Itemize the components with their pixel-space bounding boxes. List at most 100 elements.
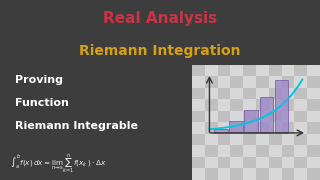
Bar bbox=[269, 122, 282, 134]
Bar bbox=[243, 134, 256, 145]
Bar bbox=[218, 65, 230, 76]
Bar bbox=[218, 157, 230, 168]
Bar bbox=[256, 168, 269, 180]
Bar bbox=[256, 157, 269, 168]
Bar bbox=[269, 76, 282, 88]
Bar bbox=[205, 111, 218, 122]
Bar bbox=[307, 76, 320, 88]
Bar bbox=[244, 111, 258, 133]
Bar bbox=[214, 129, 228, 133]
Bar bbox=[256, 111, 269, 122]
Text: Riemann Integrable: Riemann Integrable bbox=[15, 121, 138, 131]
Bar bbox=[218, 99, 230, 111]
Bar bbox=[282, 65, 294, 76]
Bar bbox=[282, 145, 294, 157]
Bar bbox=[218, 134, 230, 145]
Bar bbox=[205, 65, 218, 76]
Bar bbox=[230, 168, 243, 180]
Bar bbox=[282, 168, 294, 180]
Bar bbox=[256, 122, 269, 134]
Bar bbox=[205, 122, 218, 134]
Bar bbox=[218, 122, 230, 134]
Bar bbox=[307, 122, 320, 134]
Bar bbox=[294, 65, 307, 76]
Bar bbox=[192, 145, 205, 157]
Bar bbox=[205, 168, 218, 180]
Bar bbox=[192, 65, 205, 76]
Text: Proving: Proving bbox=[15, 75, 63, 85]
Bar bbox=[307, 157, 320, 168]
Bar bbox=[256, 88, 269, 99]
Bar bbox=[269, 157, 282, 168]
Bar bbox=[218, 88, 230, 99]
Bar bbox=[205, 76, 218, 88]
Bar bbox=[230, 111, 243, 122]
Bar bbox=[205, 145, 218, 157]
Bar bbox=[230, 134, 243, 145]
Bar bbox=[205, 88, 218, 99]
Bar bbox=[307, 111, 320, 122]
Bar bbox=[205, 134, 218, 145]
Bar bbox=[205, 99, 218, 111]
Bar bbox=[256, 99, 269, 111]
Bar bbox=[243, 88, 256, 99]
Bar bbox=[218, 111, 230, 122]
Bar bbox=[192, 111, 205, 122]
Bar bbox=[230, 145, 243, 157]
Bar bbox=[282, 76, 294, 88]
Bar bbox=[243, 157, 256, 168]
Bar bbox=[218, 145, 230, 157]
Bar bbox=[256, 76, 269, 88]
Bar bbox=[294, 88, 307, 99]
Bar bbox=[275, 80, 288, 133]
Bar bbox=[243, 65, 256, 76]
Bar bbox=[294, 168, 307, 180]
Bar bbox=[230, 99, 243, 111]
Bar bbox=[282, 99, 294, 111]
Bar bbox=[256, 145, 269, 157]
Bar bbox=[243, 122, 256, 134]
Bar bbox=[307, 168, 320, 180]
Bar bbox=[307, 65, 320, 76]
Bar bbox=[230, 76, 243, 88]
Bar bbox=[192, 134, 205, 145]
Text: Riemann Integration: Riemann Integration bbox=[79, 44, 241, 58]
Bar bbox=[307, 99, 320, 111]
Bar bbox=[269, 145, 282, 157]
Bar bbox=[243, 145, 256, 157]
Bar bbox=[229, 121, 243, 133]
Bar bbox=[192, 76, 205, 88]
Bar bbox=[218, 76, 230, 88]
Bar bbox=[294, 134, 307, 145]
Bar bbox=[282, 111, 294, 122]
Bar bbox=[192, 122, 205, 134]
Bar bbox=[230, 157, 243, 168]
Bar bbox=[282, 134, 294, 145]
Bar bbox=[307, 134, 320, 145]
Bar bbox=[294, 122, 307, 134]
Bar bbox=[230, 88, 243, 99]
Text: Real Analysis: Real Analysis bbox=[103, 11, 217, 26]
Bar bbox=[269, 111, 282, 122]
Bar bbox=[256, 134, 269, 145]
Bar bbox=[243, 76, 256, 88]
Bar bbox=[243, 111, 256, 122]
Bar bbox=[269, 88, 282, 99]
Bar bbox=[294, 157, 307, 168]
Bar bbox=[243, 99, 256, 111]
Bar bbox=[294, 111, 307, 122]
Bar bbox=[282, 122, 294, 134]
Bar bbox=[294, 76, 307, 88]
Bar bbox=[269, 168, 282, 180]
Text: $\int_a^b f(x)\,dx = \lim_{n\to\infty} \sum_{k=1}^{n} f(x_k) \cdot \Delta x$: $\int_a^b f(x)\,dx = \lim_{n\to\infty} \… bbox=[10, 153, 106, 175]
Bar bbox=[192, 88, 205, 99]
Bar bbox=[269, 65, 282, 76]
Bar bbox=[269, 99, 282, 111]
Bar bbox=[260, 97, 273, 133]
Bar bbox=[307, 145, 320, 157]
Bar bbox=[218, 168, 230, 180]
Bar bbox=[243, 168, 256, 180]
Bar bbox=[282, 88, 294, 99]
Bar bbox=[192, 168, 205, 180]
Bar bbox=[192, 99, 205, 111]
